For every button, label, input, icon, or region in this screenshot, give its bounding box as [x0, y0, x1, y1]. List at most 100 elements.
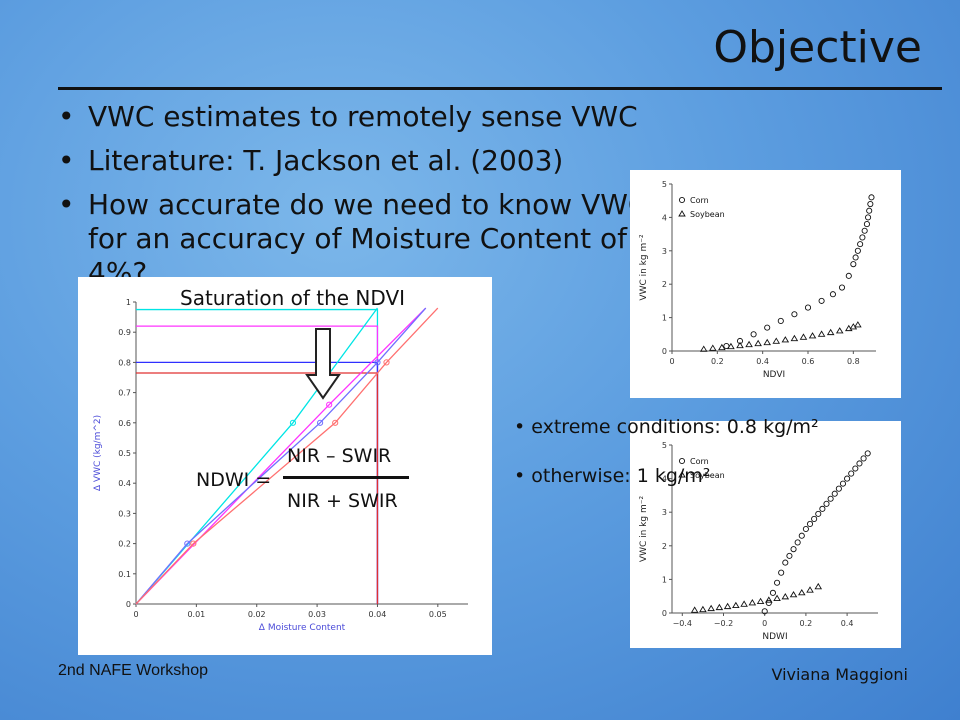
corn-point: [823, 500, 830, 507]
x-axis-label: NDVI: [763, 370, 785, 380]
x-tick-label: 0.8: [847, 357, 860, 366]
y-tick-label: 0: [662, 609, 667, 618]
x-tick-label: −0.2: [714, 619, 733, 628]
soybean-point: [709, 344, 717, 351]
x-tick-label: 0: [762, 619, 767, 628]
ndwi-numerator: NIR – SWIR: [287, 445, 392, 467]
legend-corn-label: Corn: [690, 196, 709, 205]
corn-point: [831, 490, 838, 497]
soybean-point: [845, 324, 853, 332]
corn-point: [786, 552, 793, 559]
y-tick-label: 2: [662, 542, 667, 551]
soybean-point: [765, 596, 773, 603]
y-tick-label: 1: [662, 575, 667, 584]
corn-point: [852, 254, 859, 261]
x-tick-label: 0.04: [369, 610, 387, 619]
legend-corn-marker: [678, 196, 686, 204]
soybean-point: [806, 586, 814, 593]
y-tick-label: 2: [662, 280, 667, 289]
legend-soybean-marker: [678, 210, 686, 217]
slide-title: Objective: [713, 22, 922, 73]
soybean-point: [789, 590, 798, 598]
y-tick-label: 0.2: [118, 540, 131, 549]
soybean-point: [773, 594, 781, 602]
x-tick-label: 0.02: [248, 610, 266, 619]
y-tick-label: 1: [126, 298, 131, 307]
soybean-point: [854, 321, 862, 328]
soybean-point: [707, 604, 715, 612]
data-point: [374, 359, 381, 366]
corn-point: [819, 505, 826, 512]
corn-point: [804, 304, 812, 311]
x-tick-label: 0.2: [800, 619, 813, 628]
footer-workshop: 2nd NAFE Workshop: [58, 662, 208, 679]
corn-point: [857, 241, 864, 248]
corn-point: [848, 470, 855, 477]
series-line: [135, 307, 439, 605]
data-point: [317, 419, 324, 426]
corn-point: [802, 525, 809, 533]
vwc-moisture-chart: 0 0.01 0.02 0.03 0.04 0.05 0 0.1 0.2 0.3 0.4 0.5 0.6…: [93, 298, 468, 633]
corn-point: [867, 200, 874, 208]
y-axis-label: Δ VWC (kg/m^2): [93, 415, 103, 491]
soybean-point: [835, 327, 844, 334]
x-tick-label: −0.4: [673, 619, 692, 628]
corn-point: [854, 247, 861, 254]
soybean-point: [718, 343, 726, 351]
data-point: [326, 401, 333, 408]
x-tick-label: 0.4: [841, 619, 854, 628]
corn-point: [859, 234, 866, 241]
soybean-point: [699, 605, 707, 613]
note-extreme: extreme conditions: 0.8 kg/m²: [514, 416, 818, 438]
soybean-point: [817, 330, 826, 337]
corn-point: [723, 342, 730, 350]
soybean-point: [740, 600, 748, 607]
x-tick-label: 0.05: [429, 610, 447, 619]
x-axis-label: NDWI: [762, 632, 787, 642]
corn-point: [868, 194, 875, 201]
soybean-point: [754, 339, 762, 347]
corn-point: [863, 221, 870, 228]
saturation-label: Saturation of the NDVI: [180, 286, 406, 310]
corn-point: [860, 455, 867, 462]
corn-point: [777, 317, 784, 324]
corn-point: [736, 337, 744, 345]
soybean-point: [727, 342, 735, 350]
corn-point: [791, 311, 798, 318]
y-tick-label: 0.9: [118, 328, 131, 337]
y-tick-label: 0.1: [118, 570, 131, 579]
note-otherwise: otherwise: 1 kg/m²: [514, 465, 710, 487]
corn-point: [856, 460, 863, 467]
corn-point: [790, 546, 797, 553]
corn-point: [761, 608, 768, 615]
x-tick-label: 0.01: [187, 610, 205, 619]
y-tick-label: 0.8: [118, 358, 131, 367]
corn-point: [839, 480, 847, 487]
soybean-point: [826, 328, 835, 336]
y-tick-label: 4: [662, 213, 667, 222]
soybean-point: [699, 345, 708, 352]
soybean-point: [745, 340, 753, 348]
y-tick-label: 3: [662, 508, 667, 517]
y-axis-label: VWC in kg m⁻²: [639, 496, 649, 563]
soybean-point: [723, 602, 732, 610]
data-point: [289, 419, 297, 426]
corn-point: [782, 559, 789, 566]
corn-point: [774, 579, 781, 586]
corn-point: [815, 510, 822, 517]
y-tick-label: 0: [662, 347, 667, 356]
corn-point: [778, 569, 785, 576]
soybean-point: [772, 337, 781, 344]
corn-point: [835, 485, 842, 492]
legend-corn-label: Corn: [690, 457, 709, 466]
soybean-point: [799, 333, 808, 340]
soybean-point: [763, 338, 771, 346]
corn-point: [864, 450, 871, 457]
corn-point: [866, 207, 873, 214]
ndwi-formula-lhs: NDWI =: [196, 469, 272, 491]
data-point: [184, 540, 191, 547]
bullet-list: VWC estimates to remotely sense VWC Lite…: [58, 100, 958, 300]
y-tick-label: 0: [126, 600, 131, 609]
y-axis-label: VWC in kg m⁻²: [639, 234, 649, 301]
title-rule: [58, 87, 942, 90]
